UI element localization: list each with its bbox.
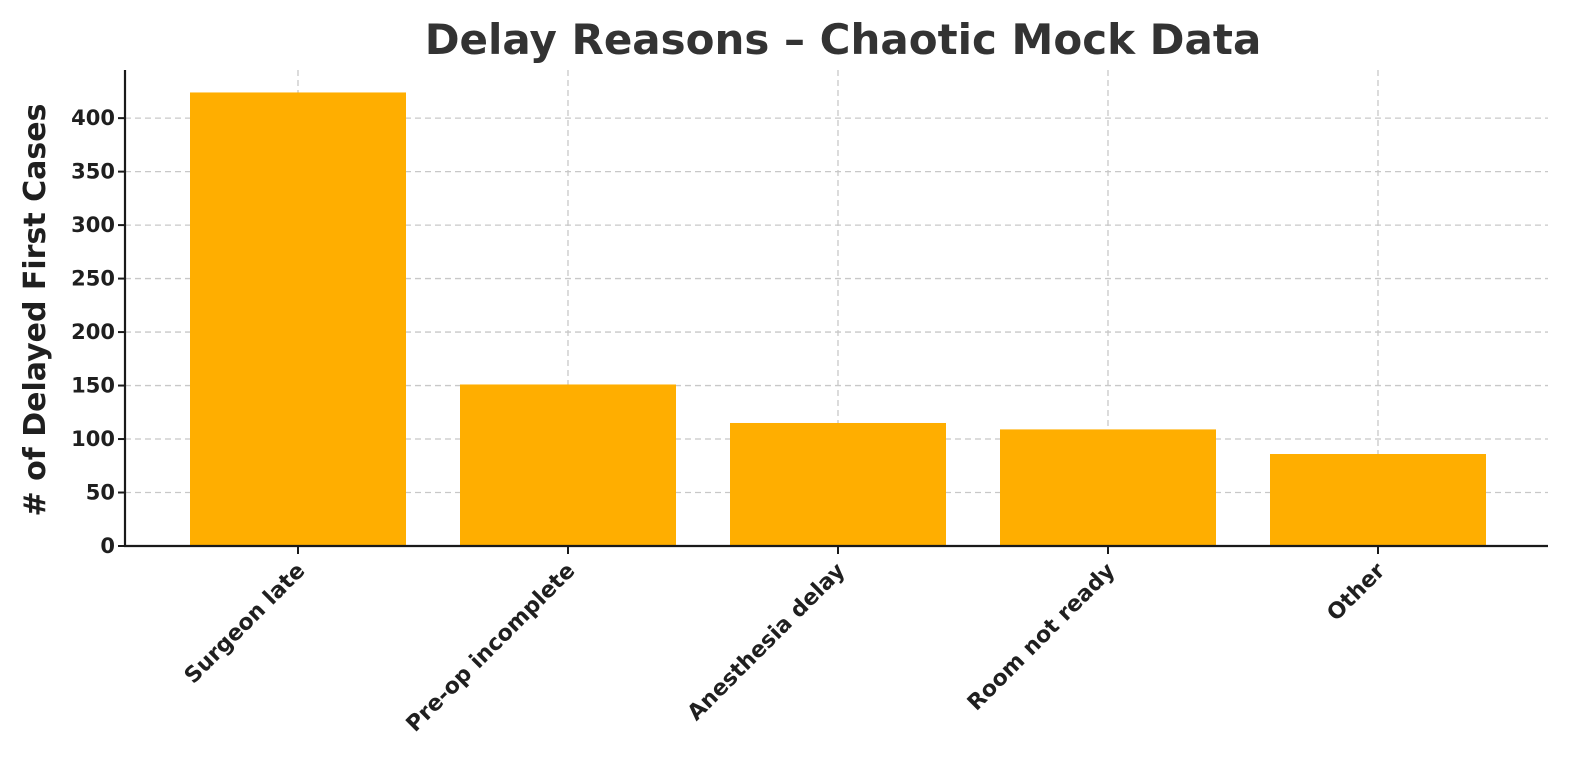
y-tick-label: 150 xyxy=(71,374,115,398)
x-tick-label: Room not ready xyxy=(963,559,1120,716)
y-tick-label: 300 xyxy=(71,213,115,237)
y-tick-label: 250 xyxy=(71,267,115,291)
y-tick-label: 400 xyxy=(71,106,115,130)
y-tick-label: 200 xyxy=(71,320,115,344)
bar xyxy=(190,92,406,546)
y-axis-label: # of Delayed First Cases xyxy=(18,104,53,517)
x-tick-label: Other xyxy=(1323,558,1391,626)
y-tick-label: 50 xyxy=(86,481,115,505)
x-tick-label: Surgeon late xyxy=(180,559,310,689)
chart-title: Delay Reasons – Chaotic Mock Data xyxy=(425,15,1262,64)
y-tick-label: 100 xyxy=(71,427,115,451)
x-tick-label: Pre-op incomplete xyxy=(402,559,581,738)
bars xyxy=(190,92,1486,546)
y-tick-label: 350 xyxy=(71,160,115,184)
bar xyxy=(1270,454,1486,546)
y-tick-label: 0 xyxy=(100,534,115,558)
x-tick-label: Anesthesia delay xyxy=(683,559,850,726)
bar xyxy=(730,422,946,546)
bar xyxy=(1000,429,1216,546)
bar xyxy=(460,384,676,546)
axes xyxy=(118,70,1548,554)
